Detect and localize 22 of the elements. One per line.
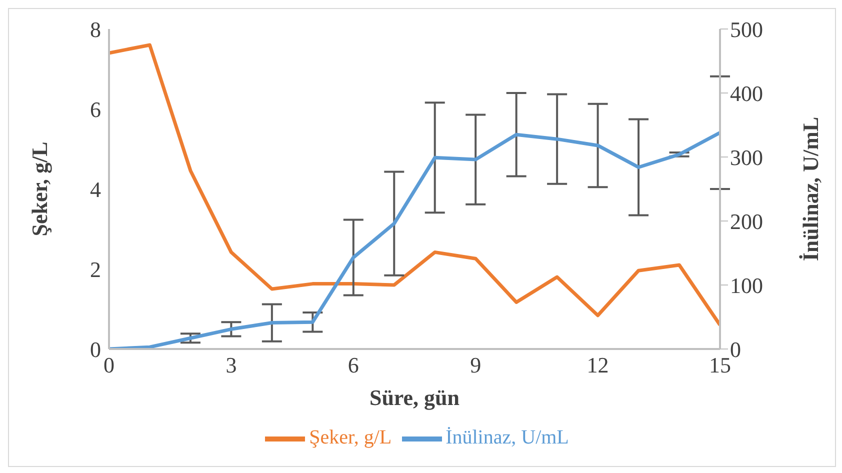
legend-label: Şeker, g/L bbox=[309, 426, 392, 449]
y2-tick-label: 500 bbox=[730, 16, 763, 42]
x-tick-label: 9 bbox=[470, 352, 482, 378]
y2-tick-label: 300 bbox=[730, 144, 763, 170]
x-axis-title: Süre, gün bbox=[369, 385, 460, 410]
x-tick-label: 15 bbox=[709, 352, 731, 378]
y2-tick-label: 0 bbox=[730, 336, 741, 362]
y2-tick-label: 200 bbox=[730, 208, 763, 234]
y2-tick-label: 400 bbox=[730, 80, 763, 106]
y-tick-label: 2 bbox=[90, 256, 101, 282]
legend-label: İnülinaz, U/mL bbox=[446, 426, 569, 449]
x-tick-label: 3 bbox=[226, 352, 237, 378]
y-tick-label: 6 bbox=[90, 96, 101, 122]
line-series bbox=[109, 43, 720, 327]
y2-axis-title: İnülinaz, U/mL bbox=[798, 116, 823, 262]
y2-tick-label: 100 bbox=[730, 272, 763, 298]
y-tick-label: 4 bbox=[90, 176, 101, 202]
x-tick-label: 6 bbox=[348, 352, 359, 378]
y-tick-label: 0 bbox=[90, 336, 101, 362]
y-axis-title: Şeker, g/L bbox=[26, 142, 52, 236]
y-tick-label: 8 bbox=[90, 16, 101, 42]
x-tick-label: 12 bbox=[586, 352, 609, 378]
